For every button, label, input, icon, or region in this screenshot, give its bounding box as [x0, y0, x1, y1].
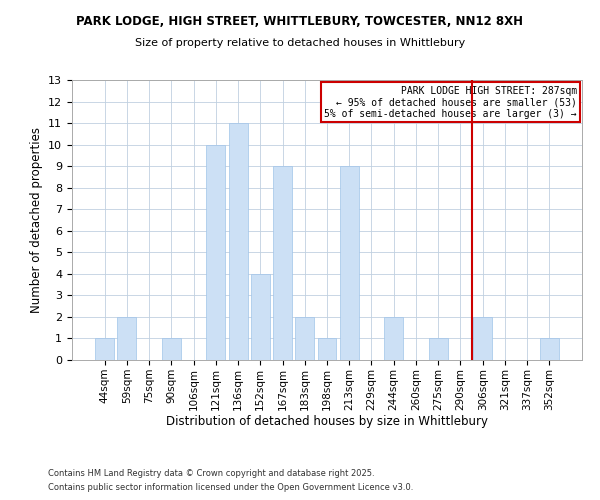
- Bar: [384, 317, 403, 360]
- Bar: [473, 317, 492, 360]
- X-axis label: Distribution of detached houses by size in Whittlebury: Distribution of detached houses by size …: [166, 416, 488, 428]
- Bar: [95, 338, 114, 360]
- Bar: [340, 166, 359, 360]
- Bar: [317, 338, 337, 360]
- Bar: [295, 317, 314, 360]
- Bar: [429, 338, 448, 360]
- Bar: [206, 144, 225, 360]
- Text: Contains HM Land Registry data © Crown copyright and database right 2025.: Contains HM Land Registry data © Crown c…: [48, 468, 374, 477]
- Y-axis label: Number of detached properties: Number of detached properties: [29, 127, 43, 313]
- Bar: [251, 274, 270, 360]
- Bar: [540, 338, 559, 360]
- Bar: [229, 123, 248, 360]
- Bar: [118, 317, 136, 360]
- Text: Contains public sector information licensed under the Open Government Licence v3: Contains public sector information licen…: [48, 484, 413, 492]
- Bar: [273, 166, 292, 360]
- Text: Size of property relative to detached houses in Whittlebury: Size of property relative to detached ho…: [135, 38, 465, 48]
- Text: PARK LODGE HIGH STREET: 287sqm
← 95% of detached houses are smaller (53)
5% of s: PARK LODGE HIGH STREET: 287sqm ← 95% of …: [324, 86, 577, 119]
- Text: PARK LODGE, HIGH STREET, WHITTLEBURY, TOWCESTER, NN12 8XH: PARK LODGE, HIGH STREET, WHITTLEBURY, TO…: [77, 15, 523, 28]
- Bar: [162, 338, 181, 360]
